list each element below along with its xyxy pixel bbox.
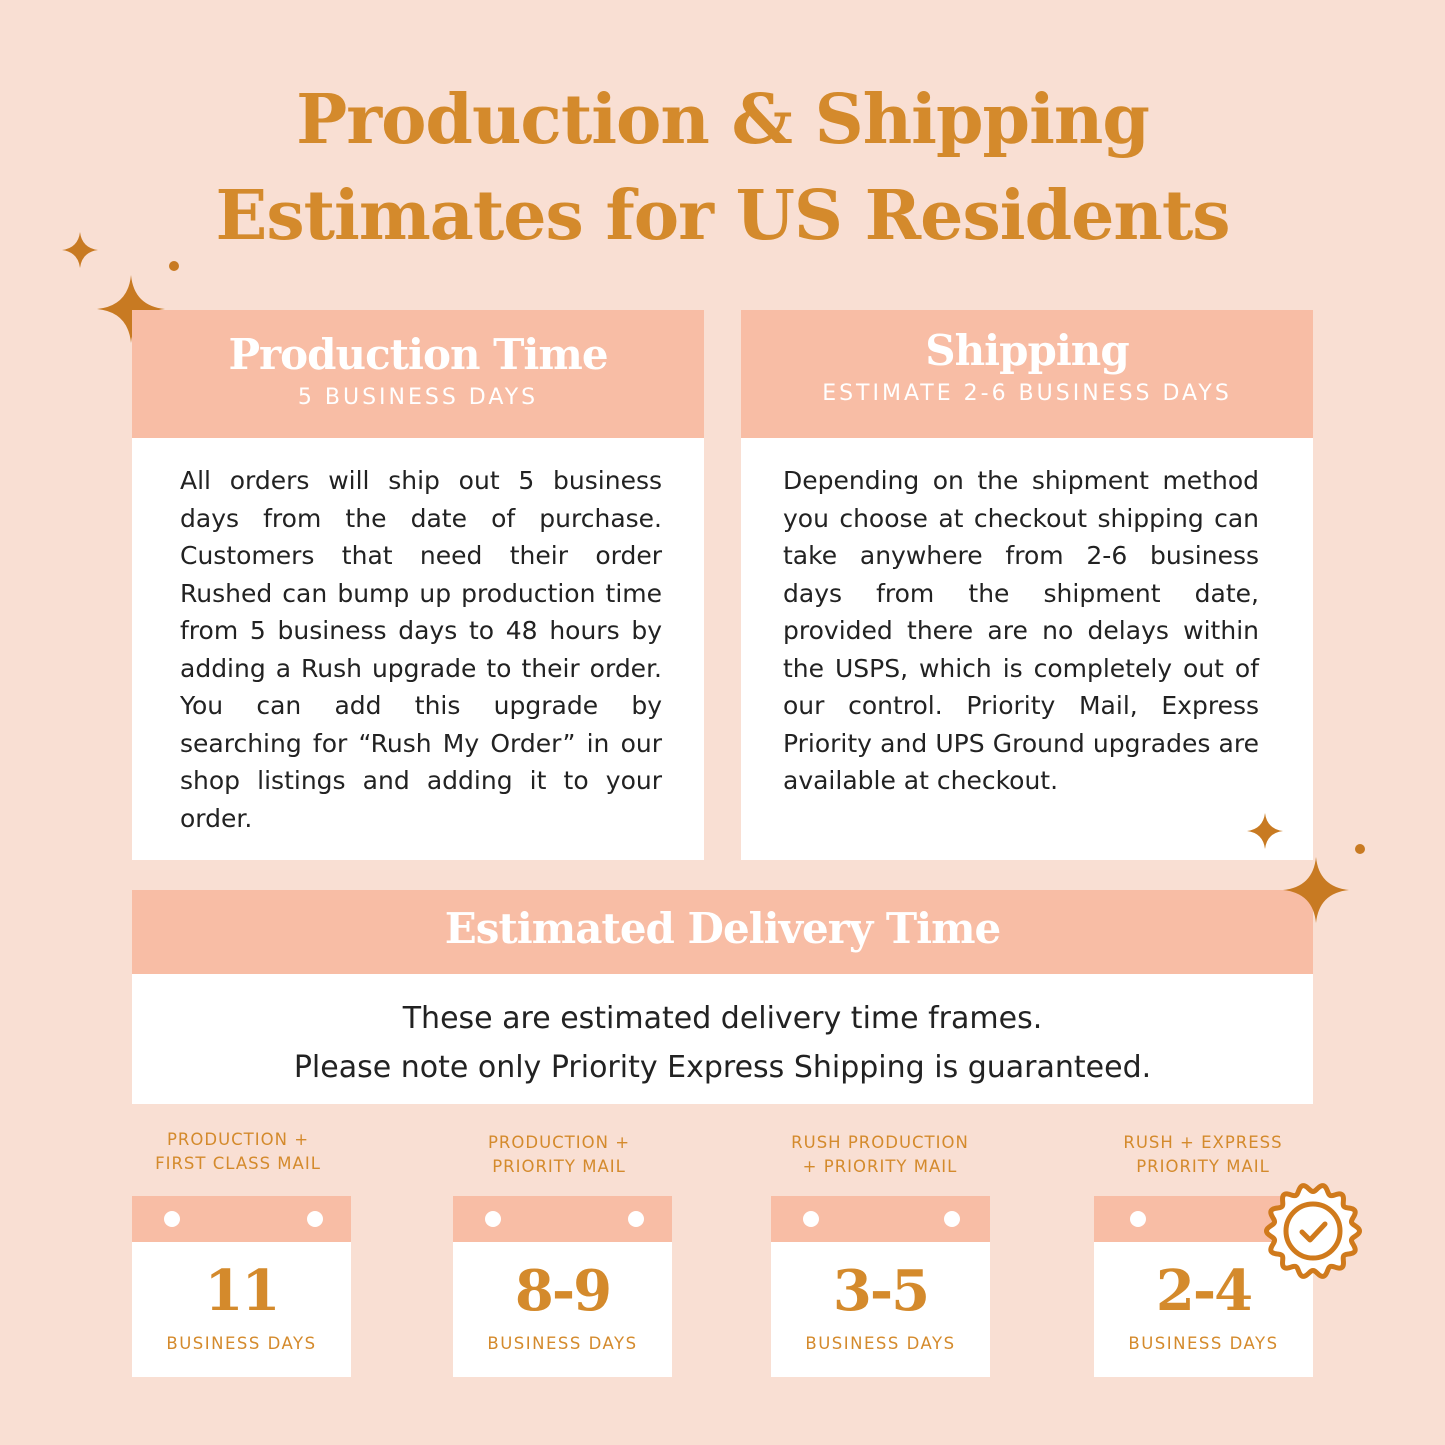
delivery-note-1: These are estimated delivery time frames… [402,1001,1043,1036]
calendar-option-1: 11 BUSINESS DAYS [132,1196,351,1377]
sparkle-icon [97,275,165,343]
sparkle-icon [1247,813,1283,849]
days-unit: BUSINESS DAYS [1128,1334,1279,1353]
shipping-card: Shipping ESTIMATE 2-6 BUSINESS DAYS Depe… [741,310,1313,860]
option-label: RUSH + EXPRESS PRIORITY MAIL [1123,1133,1283,1176]
calendar-icon [771,1196,990,1242]
guaranteed-badge-icon [1263,1183,1363,1279]
calendar-option-2: 8-9 BUSINESS DAYS [453,1196,672,1377]
title-line-2: Estimates for US Residents [215,176,1230,256]
delivery-note-2: Please note only Priority Express Shippi… [293,1050,1152,1085]
title-line-1: Production & Shipping [296,80,1150,160]
option-label: RUSH PRODUCTION + PRIORITY MAIL [791,1133,969,1176]
calendar-icon [132,1196,351,1242]
production-body: All orders will ship out 5 business days… [180,466,662,833]
sparkle-icon [1283,857,1349,923]
delivery-card: Estimated Delivery Time These are estima… [132,890,1313,1104]
delivery-heading: Estimated Delivery Time [444,904,1001,953]
calendar-icon [453,1196,672,1242]
production-heading: Production Time [228,330,608,379]
calendar-option-3: 3-5 BUSINESS DAYS [771,1196,990,1377]
days-value: 8-9 [514,1258,612,1324]
option-label: PRODUCTION + PRIORITY MAIL [487,1133,631,1176]
sparkle-icon [62,232,98,268]
shipping-heading: Shipping [925,326,1129,375]
days-value: 2-4 [1155,1258,1253,1324]
days-value: 3-5 [832,1258,930,1324]
dot-icon [169,261,179,271]
dot-icon [1355,844,1365,854]
production-subheading: 5 BUSINESS DAYS [297,385,539,410]
shipping-body: Depending on the shipment method you cho… [783,466,1259,795]
days-unit: BUSINESS DAYS [805,1334,956,1353]
days-value: 11 [204,1258,281,1324]
option-label: PRODUCTION + FIRST CLASS MAIL [155,1130,321,1173]
days-unit: BUSINESS DAYS [487,1334,638,1353]
shipping-subheading: ESTIMATE 2-6 BUSINESS DAYS [822,381,1232,406]
production-card: Production Time 5 BUSINESS DAYS All orde… [132,310,704,860]
days-unit: BUSINESS DAYS [166,1334,317,1353]
